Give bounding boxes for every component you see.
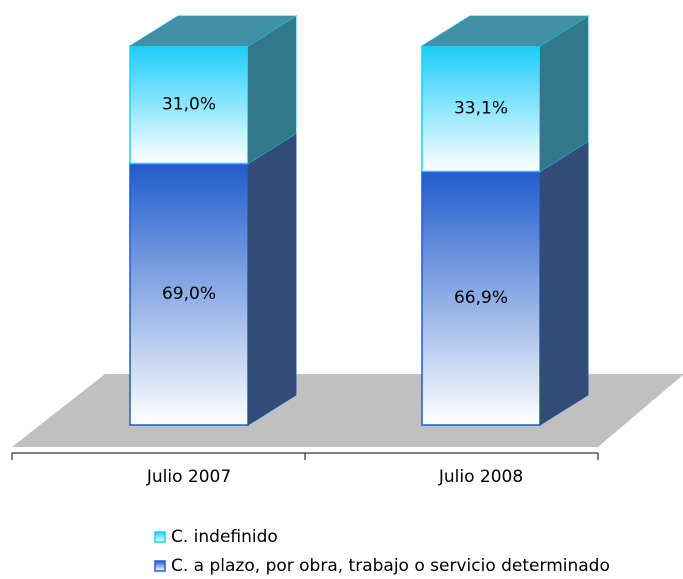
value-label: 33,1% <box>454 99 508 119</box>
value-label: 66,9% <box>454 288 508 308</box>
bar-side-shade <box>248 16 296 164</box>
bar-side-shade <box>540 141 588 425</box>
x-tick-label: Julio 2007 <box>146 467 231 487</box>
legend-swatch <box>154 531 166 543</box>
bar-segment <box>129 162 249 426</box>
bar-side-shade <box>540 16 588 172</box>
value-label: 69,0% <box>162 284 216 304</box>
bar-side-shade <box>248 133 296 426</box>
x-tick-label: Julio 2008 <box>438 467 523 487</box>
legend-label: C. indefinido <box>171 527 278 547</box>
value-label: 31,0% <box>162 95 216 115</box>
legend-swatch <box>154 560 166 572</box>
legend-label: C. a plazo, por obra, trabajo o servicio… <box>171 556 610 576</box>
bar-top-shade <box>422 16 588 46</box>
bar-segment <box>421 170 541 426</box>
bar-segment <box>129 45 249 165</box>
bar-top-shade <box>130 16 296 46</box>
